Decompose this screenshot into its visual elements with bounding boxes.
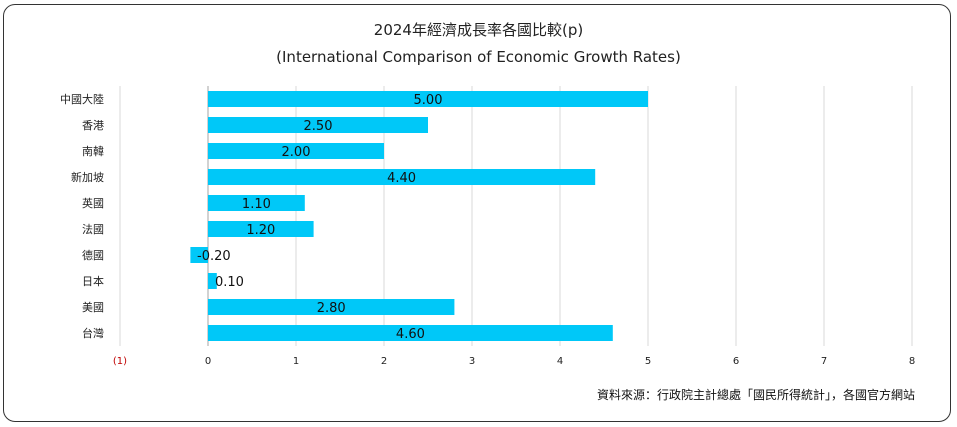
x-tick-label: 7 [821, 356, 827, 367]
value-label: -0.20 [197, 249, 231, 264]
x-tick-label: 5 [645, 356, 651, 367]
x-tick-label: 6 [733, 356, 739, 367]
bar [208, 91, 648, 107]
x-tick-label: 1 [293, 356, 299, 367]
value-label: 1.10 [242, 197, 271, 212]
value-label: 2.00 [282, 145, 311, 160]
value-label: 2.80 [317, 301, 346, 316]
bar [208, 195, 305, 211]
category-label: 法國 [82, 222, 104, 236]
category-label: 德國 [82, 248, 104, 262]
bar [208, 325, 613, 341]
x-tick-label: 4 [557, 356, 563, 367]
category-label: 日本 [82, 274, 104, 288]
chart-title: 2024年經濟成長率各國比較(p) [373, 21, 584, 39]
source-note: 資料來源：行政院主計總處「國民所得統計」，各國官方網站 [596, 388, 915, 402]
value-label: 4.60 [396, 327, 425, 342]
category-label: 台灣 [82, 326, 104, 340]
bar [208, 143, 384, 159]
value-labels: 5.00 2.50 2.00 4.40 1.10 1.20 -0.20 0.10 2.80 4.6… [197, 93, 442, 342]
x-tick-label: 0 [205, 356, 211, 367]
chart-subtitle: (International Comparison of Economic Gr… [276, 48, 681, 66]
value-label: 1.20 [246, 223, 275, 238]
category-label: 新加坡 [71, 170, 104, 184]
value-label: 0.10 [215, 275, 244, 290]
category-label: 香港 [82, 119, 104, 132]
bar [208, 169, 596, 185]
category-label: 英國 [82, 196, 104, 210]
chart-frame [3, 4, 951, 422]
value-label: 4.40 [387, 171, 416, 186]
bar [208, 273, 217, 289]
x-tick-label: 8 [909, 356, 915, 367]
x-tick-labels: (1) 0 1 2 3 4 5 6 7 8 [113, 356, 915, 367]
category-label: 美國 [82, 301, 104, 314]
bar [190, 247, 208, 263]
bar [208, 221, 314, 237]
bars [190, 91, 648, 341]
category-label: 中國大陸 [60, 92, 104, 106]
bar [208, 117, 428, 133]
x-tick-label: 3 [469, 356, 475, 367]
value-label: 2.50 [304, 119, 333, 134]
x-tick-label: 2 [381, 356, 387, 367]
bar [208, 299, 455, 315]
value-label: 5.00 [414, 93, 443, 108]
category-label: 南韓 [82, 145, 104, 158]
x-tick-label: (1) [113, 356, 127, 367]
